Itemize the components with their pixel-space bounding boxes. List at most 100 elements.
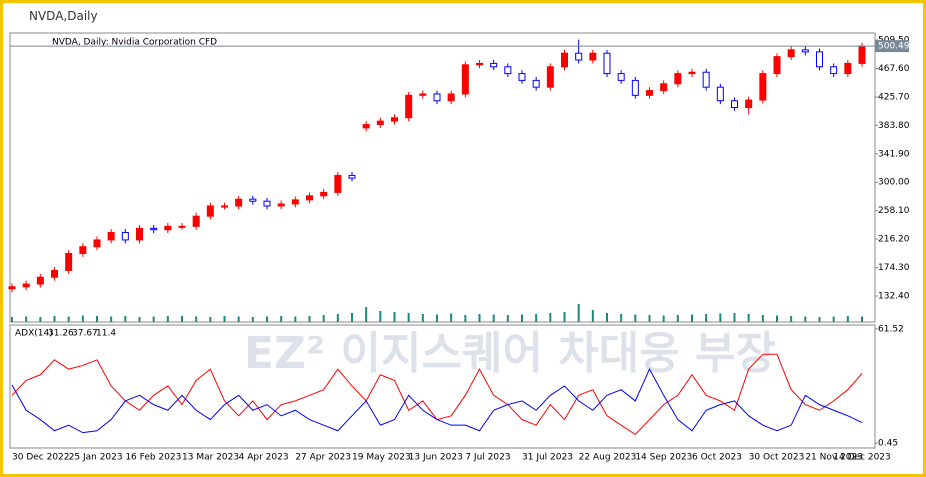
y-tick-label: 341.90 — [878, 149, 910, 159]
volume-bar — [478, 314, 481, 322]
volume-bar — [506, 315, 509, 322]
current-price-label: 500.49 — [878, 42, 910, 52]
candle-body — [221, 205, 228, 208]
indicator-value: 31.26 — [48, 329, 74, 339]
candle-body — [334, 174, 342, 193]
candle-body — [376, 120, 384, 126]
candle-body — [277, 203, 285, 207]
x-tick-label: 16 Feb 2023 — [125, 453, 181, 463]
y-tick-label: 0.45 — [878, 438, 898, 448]
candle-body — [858, 45, 866, 64]
volume-bar — [138, 317, 141, 322]
volume-bar — [450, 313, 453, 322]
volume-bar — [464, 315, 467, 322]
volume-bar — [577, 304, 580, 322]
candle-body — [22, 283, 30, 288]
y-tick-label: 258.10 — [878, 206, 910, 216]
volume-bar — [152, 316, 155, 322]
candle-body — [107, 231, 115, 241]
volume-bar — [662, 315, 665, 322]
volume-bar — [209, 317, 212, 322]
window-title: NVDA,Daily — [29, 9, 98, 23]
candle-body — [8, 286, 16, 290]
candle-body — [702, 71, 710, 88]
candle-body — [405, 94, 413, 119]
volume-bar — [832, 316, 835, 322]
candle-body — [320, 191, 328, 197]
volume-bar — [223, 316, 226, 322]
volume-bar — [790, 316, 793, 322]
candle-body — [51, 269, 58, 278]
volume-bar — [351, 313, 353, 322]
volume-bar — [591, 310, 594, 322]
indicator-name: ADX(14) — [15, 329, 53, 339]
candle-body — [731, 100, 738, 109]
volume-bar — [280, 316, 283, 322]
candle-body — [575, 52, 583, 61]
candle-body — [716, 86, 724, 102]
candle-body — [136, 227, 143, 241]
candle-body — [787, 49, 795, 58]
volume-bar — [365, 307, 368, 322]
candle-body — [646, 90, 653, 96]
candle-body — [447, 93, 455, 102]
candle-body — [504, 66, 512, 75]
candle-body — [79, 246, 87, 255]
candle-body — [178, 225, 186, 228]
candle-body — [348, 174, 356, 179]
volume-bar — [747, 314, 750, 322]
x-tick-label: 31 Jul 2023 — [522, 453, 573, 463]
volume-bar — [251, 317, 254, 322]
x-tick-label: 27 Apr 2023 — [295, 453, 351, 463]
main-pane — [9, 32, 876, 323]
volume-bar — [521, 314, 523, 322]
candle-body — [164, 225, 172, 231]
candle-body — [65, 253, 73, 271]
candle-body — [433, 93, 441, 102]
volume-bar — [294, 316, 297, 322]
x-tick-label: 22 Aug 2023 — [579, 453, 637, 463]
volume-bar — [322, 315, 325, 322]
candle-body — [745, 99, 753, 109]
candle-body — [631, 79, 639, 96]
candle-body — [816, 51, 823, 68]
volume-bar — [691, 314, 693, 322]
volume-bar — [181, 316, 183, 322]
candle-body — [192, 215, 200, 227]
y-tick-label: 132.40 — [878, 291, 910, 301]
volume-bar — [535, 314, 538, 322]
x-tick-label: 4 Apr 2023 — [239, 453, 289, 463]
candle-body — [759, 73, 767, 101]
chart-header: NVDA, Daily: Nvidia Corporation CFD — [52, 38, 217, 48]
x-tick-label: 14 Dec 2023 — [833, 453, 891, 463]
volume-bar — [266, 316, 268, 322]
volume-bar — [166, 316, 169, 322]
indicator-pane — [9, 324, 876, 449]
volume-bar — [67, 316, 70, 322]
volume-bar — [237, 316, 240, 322]
volume-bar — [81, 315, 84, 322]
volume-bar — [761, 315, 764, 322]
candle-body — [532, 79, 540, 88]
candle-body — [306, 195, 313, 201]
candle-body — [518, 73, 526, 81]
volume-bar — [110, 316, 113, 322]
y-tick-label: 300.00 — [878, 178, 910, 188]
candle-body — [773, 56, 781, 75]
candle-body — [362, 124, 370, 129]
x-tick-label: 19 May 2023 — [352, 453, 411, 463]
volume-bar — [53, 316, 56, 322]
x-tick-label: 30 Oct 2023 — [749, 453, 805, 463]
volume-bar — [39, 317, 42, 322]
candle-body — [674, 73, 682, 85]
candle-body — [844, 62, 852, 75]
volume-bar — [549, 313, 552, 322]
volume-bar — [407, 313, 410, 322]
volume-bar — [620, 314, 623, 322]
candle-body — [391, 117, 398, 122]
y-tick-label: 216.20 — [878, 235, 910, 245]
adx-line — [11, 368, 863, 434]
x-tick-label: 21 Nov 2023 — [805, 453, 863, 463]
candle-body — [660, 83, 668, 92]
